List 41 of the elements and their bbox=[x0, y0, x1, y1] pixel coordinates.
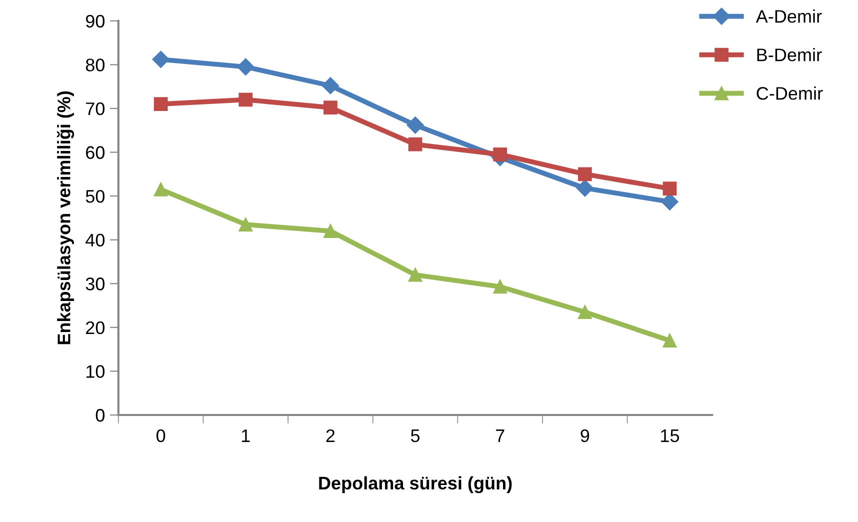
point bbox=[493, 280, 508, 294]
point bbox=[578, 167, 592, 182]
x-tick-label: 7 bbox=[496, 430, 504, 442]
point bbox=[578, 305, 592, 320]
x-tick-label: 0 bbox=[156, 429, 166, 442]
x-tick-label: 1 bbox=[242, 430, 250, 442]
point bbox=[238, 218, 253, 232]
legend-label: C-Demir bbox=[756, 86, 823, 100]
y-tick-label: 50 bbox=[86, 190, 105, 203]
point bbox=[408, 268, 422, 282]
legend-label: B-Demir bbox=[757, 48, 822, 62]
point bbox=[154, 97, 168, 112]
y-tick-label: 0 bbox=[96, 408, 105, 422]
y-tick-label: 70 bbox=[86, 102, 105, 116]
y-tick-label: 20 bbox=[86, 321, 105, 334]
y-tick-label: 90 bbox=[86, 14, 105, 28]
legend-label: A-Demir bbox=[756, 10, 822, 23]
point bbox=[408, 137, 422, 152]
point bbox=[152, 50, 170, 68]
x-axis-title: Depolama süresi (gün) bbox=[319, 476, 512, 494]
y-tick-label: 60 bbox=[86, 146, 105, 159]
point bbox=[493, 147, 508, 162]
y-tick-label: 10 bbox=[86, 365, 105, 378]
y-tick-label: 80 bbox=[86, 58, 105, 72]
point bbox=[237, 58, 254, 76]
point bbox=[576, 180, 594, 197]
x-tick-label: 15 bbox=[661, 430, 680, 442]
point bbox=[324, 100, 338, 115]
point bbox=[322, 77, 340, 94]
x-tick-label: 9 bbox=[580, 429, 590, 442]
y-axis-title: Enkapsülasyon verimliliği (%) bbox=[56, 91, 74, 344]
point bbox=[406, 116, 424, 134]
point bbox=[154, 182, 168, 196]
x-tick-label: 5 bbox=[410, 430, 420, 442]
y-tick-label: 30 bbox=[86, 278, 105, 290]
y-tick-label: 40 bbox=[86, 234, 105, 247]
point bbox=[662, 182, 677, 196]
x-tick-label: 2 bbox=[326, 429, 335, 442]
point bbox=[324, 224, 338, 238]
point bbox=[238, 92, 253, 107]
point bbox=[662, 334, 677, 348]
